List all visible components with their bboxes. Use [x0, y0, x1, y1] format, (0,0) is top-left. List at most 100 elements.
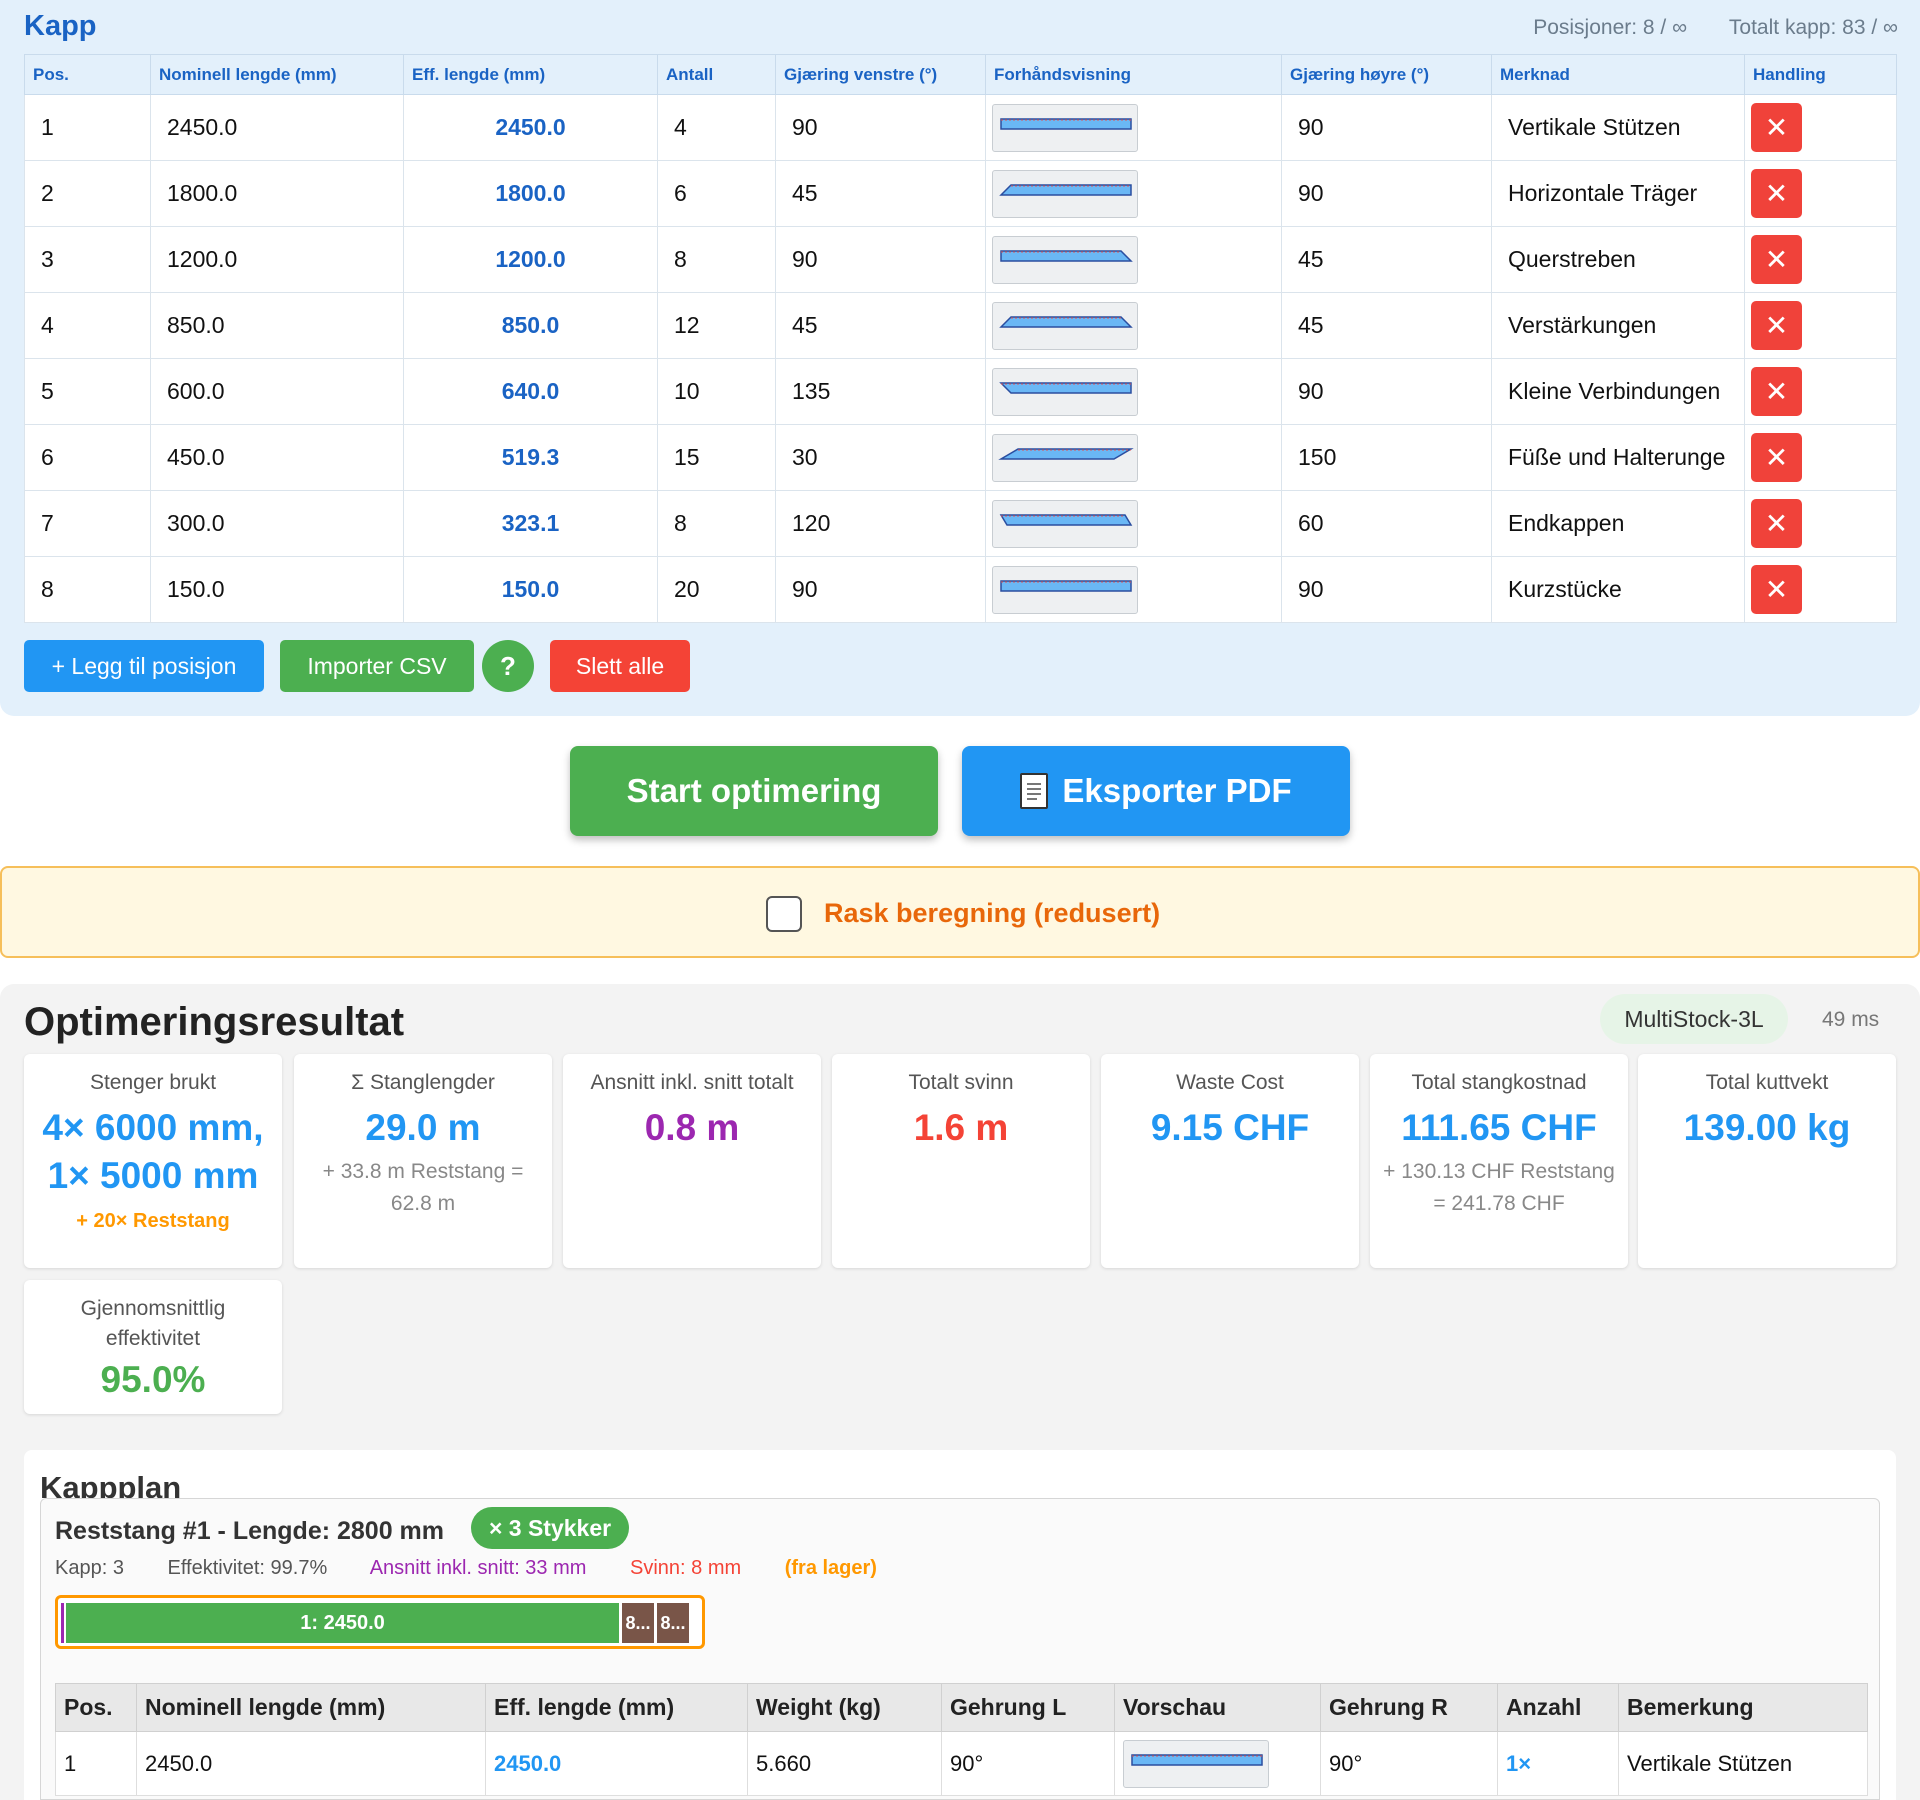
card-value: 95.0% [100, 1359, 206, 1400]
stock-bar-card: Reststang #1 - Lengde: 2800 mm × 3 Stykk… [40, 1498, 1880, 1800]
nominal-length-cell[interactable]: 850.0 [150, 292, 404, 359]
delete-row-button[interactable]: ✕ [1751, 103, 1802, 152]
export-pdf-button[interactable]: Eksporter PDF [962, 746, 1350, 836]
nominal-length-cell[interactable]: 1800.0 [150, 160, 404, 227]
note-cell[interactable]: Füße und Halterunge [1491, 424, 1745, 491]
miter-left-cell[interactable]: 45 [775, 292, 986, 359]
start-optimization-button[interactable]: Start optimering [570, 746, 938, 836]
stock-bar-visual: 1: 2450.0 8... 8... [55, 1595, 705, 1649]
miter-right-cell[interactable]: 150 [1281, 424, 1492, 491]
card-value: 9.15 CHF [1150, 1107, 1310, 1148]
delete-row-button[interactable]: ✕ [1751, 433, 1802, 482]
quantity-cell: 1× [1497, 1731, 1619, 1796]
stock-source: (fra lager) [784, 1557, 877, 1579]
note-cell[interactable]: Querstreben [1491, 226, 1745, 293]
plan-table: Pos. Nominell lengde (mm) Eff. lengde (mm)… [55, 1683, 1868, 1796]
column-header: Gjæring høyre (°) [1281, 54, 1492, 95]
note-cell[interactable]: Vertikale Stützen [1491, 94, 1745, 161]
delete-row-button[interactable]: ✕ [1751, 565, 1802, 614]
miter-right-cell[interactable]: 60 [1281, 490, 1492, 557]
preview-box [992, 565, 1138, 614]
quantity-cell[interactable]: 8 [657, 490, 776, 557]
nominal-length-cell[interactable]: 600.0 [150, 358, 404, 425]
note-cell[interactable]: Kleine Verbindungen [1491, 358, 1745, 425]
nominal-length-cell[interactable]: 150.0 [150, 556, 404, 623]
add-position-button[interactable]: + Legg til posisjon [24, 640, 264, 692]
column-header: Gjæring venstre (°) [775, 54, 986, 95]
nominal-length-cell[interactable]: 450.0 [150, 424, 404, 491]
delete-row-button[interactable]: ✕ [1751, 499, 1802, 548]
profile-preview-shape [1000, 579, 1132, 592]
quantity-cell[interactable]: 6 [657, 160, 776, 227]
note-cell[interactable]: Horizontale Träger [1491, 160, 1745, 227]
fast-calc-panel: Rask beregning (redusert) [0, 866, 1920, 958]
miter-right-cell: 90° [1320, 1731, 1498, 1796]
note-cell[interactable]: Verstärkungen [1491, 292, 1745, 359]
profile-preview-shape [999, 381, 1132, 394]
profile-preview-shape [1000, 117, 1132, 130]
miter-left-cell[interactable]: 120 [775, 490, 986, 557]
help-button[interactable]: ? [482, 640, 534, 692]
miter-left-cell[interactable]: 90 [775, 556, 986, 623]
quantity-cell[interactable]: 15 [657, 424, 776, 491]
quantity-cell[interactable]: 4 [657, 94, 776, 161]
miter-left-cell[interactable]: 90 [775, 226, 986, 293]
miter-left-cell[interactable]: 135 [775, 358, 986, 425]
action-cell: ✕ [1744, 424, 1897, 491]
quantity-cell[interactable]: 8 [657, 226, 776, 293]
effective-length-cell: 150.0 [403, 556, 658, 623]
miter-left-cell[interactable]: 90 [775, 94, 986, 161]
plan-row: 1 2450.0 2450.0 5.660 90° 90° 1× Vertikale Stüt… [55, 1731, 1868, 1796]
nominal-length-cell[interactable]: 2450.0 [150, 94, 404, 161]
miter-right-cell[interactable]: 90 [1281, 94, 1492, 161]
effective-length-cell: 2450.0 [403, 94, 658, 161]
note-cell: Vertikale Stützen [1618, 1731, 1868, 1796]
cut-list-row: 4 850.0 850.0 12 45 45 Verstärkungen ✕ [24, 292, 1897, 359]
bar-segment: 8... [622, 1603, 654, 1643]
miter-right-cell[interactable]: 90 [1281, 358, 1492, 425]
card-value: 111.65 CHF [1401, 1107, 1597, 1148]
card-label: Waste Cost [1176, 1071, 1284, 1094]
miter-right-cell[interactable]: 45 [1281, 226, 1492, 293]
delete-row-button[interactable]: ✕ [1751, 367, 1802, 416]
pos-cell: 8 [24, 556, 151, 623]
preview-cell [985, 94, 1282, 161]
column-header: Bemerkung [1618, 1683, 1868, 1732]
stock-cuts: Kapp: 3 [55, 1557, 124, 1579]
import-csv-button[interactable]: Importer CSV [280, 640, 474, 692]
nominal-length-cell: 2450.0 [136, 1731, 486, 1796]
note-cell[interactable]: Kurzstücke [1491, 556, 1745, 623]
delete-row-button[interactable]: ✕ [1751, 169, 1802, 218]
miter-right-cell[interactable]: 90 [1281, 160, 1492, 227]
card-label: Total stangkostnad [1411, 1071, 1587, 1094]
card-label: Σ Stanglengder [351, 1071, 495, 1094]
action-cell: ✕ [1744, 556, 1897, 623]
quantity-cell[interactable]: 20 [657, 556, 776, 623]
effective-length-cell: 519.3 [403, 424, 658, 491]
nominal-length-cell[interactable]: 300.0 [150, 490, 404, 557]
cut-list-row: 1 2450.0 2450.0 4 90 90 Vertikale Stützen ✕ [24, 94, 1897, 161]
preview-cell [985, 424, 1282, 491]
miter-right-cell[interactable]: 90 [1281, 556, 1492, 623]
quantity-cell[interactable]: 10 [657, 358, 776, 425]
miter-left-cell[interactable]: 45 [775, 160, 986, 227]
stock-kerf: Ansnitt inkl. snitt: 33 mm [369, 1557, 587, 1579]
cut-list-row: 8 150.0 150.0 20 90 90 Kurzstücke ✕ [24, 556, 1897, 623]
miter-left-cell[interactable]: 30 [775, 424, 986, 491]
profile-preview-shape [999, 315, 1133, 328]
quantity-cell[interactable]: 12 [657, 292, 776, 359]
column-header: Antall [657, 54, 776, 95]
delete-all-button[interactable]: Slett alle [550, 640, 690, 692]
fast-calc-label[interactable]: Rask beregning (redusert) [824, 898, 1161, 928]
nominal-length-cell[interactable]: 1200.0 [150, 226, 404, 293]
delete-row-button[interactable]: ✕ [1751, 235, 1802, 284]
fast-calc-checkbox[interactable] [766, 896, 802, 932]
profile-preview-shape [999, 513, 1133, 526]
cut-list-row: 3 1200.0 1200.0 8 90 45 Querstreben ✕ [24, 226, 1897, 293]
note-cell[interactable]: Endkappen [1491, 490, 1745, 557]
miter-right-cell[interactable]: 45 [1281, 292, 1492, 359]
plan-table-header: Pos. Nominell lengde (mm) Eff. lengde (mm)… [55, 1683, 1868, 1732]
column-header: Pos. [24, 54, 151, 95]
pos-cell: 4 [24, 292, 151, 359]
delete-row-button[interactable]: ✕ [1751, 301, 1802, 350]
